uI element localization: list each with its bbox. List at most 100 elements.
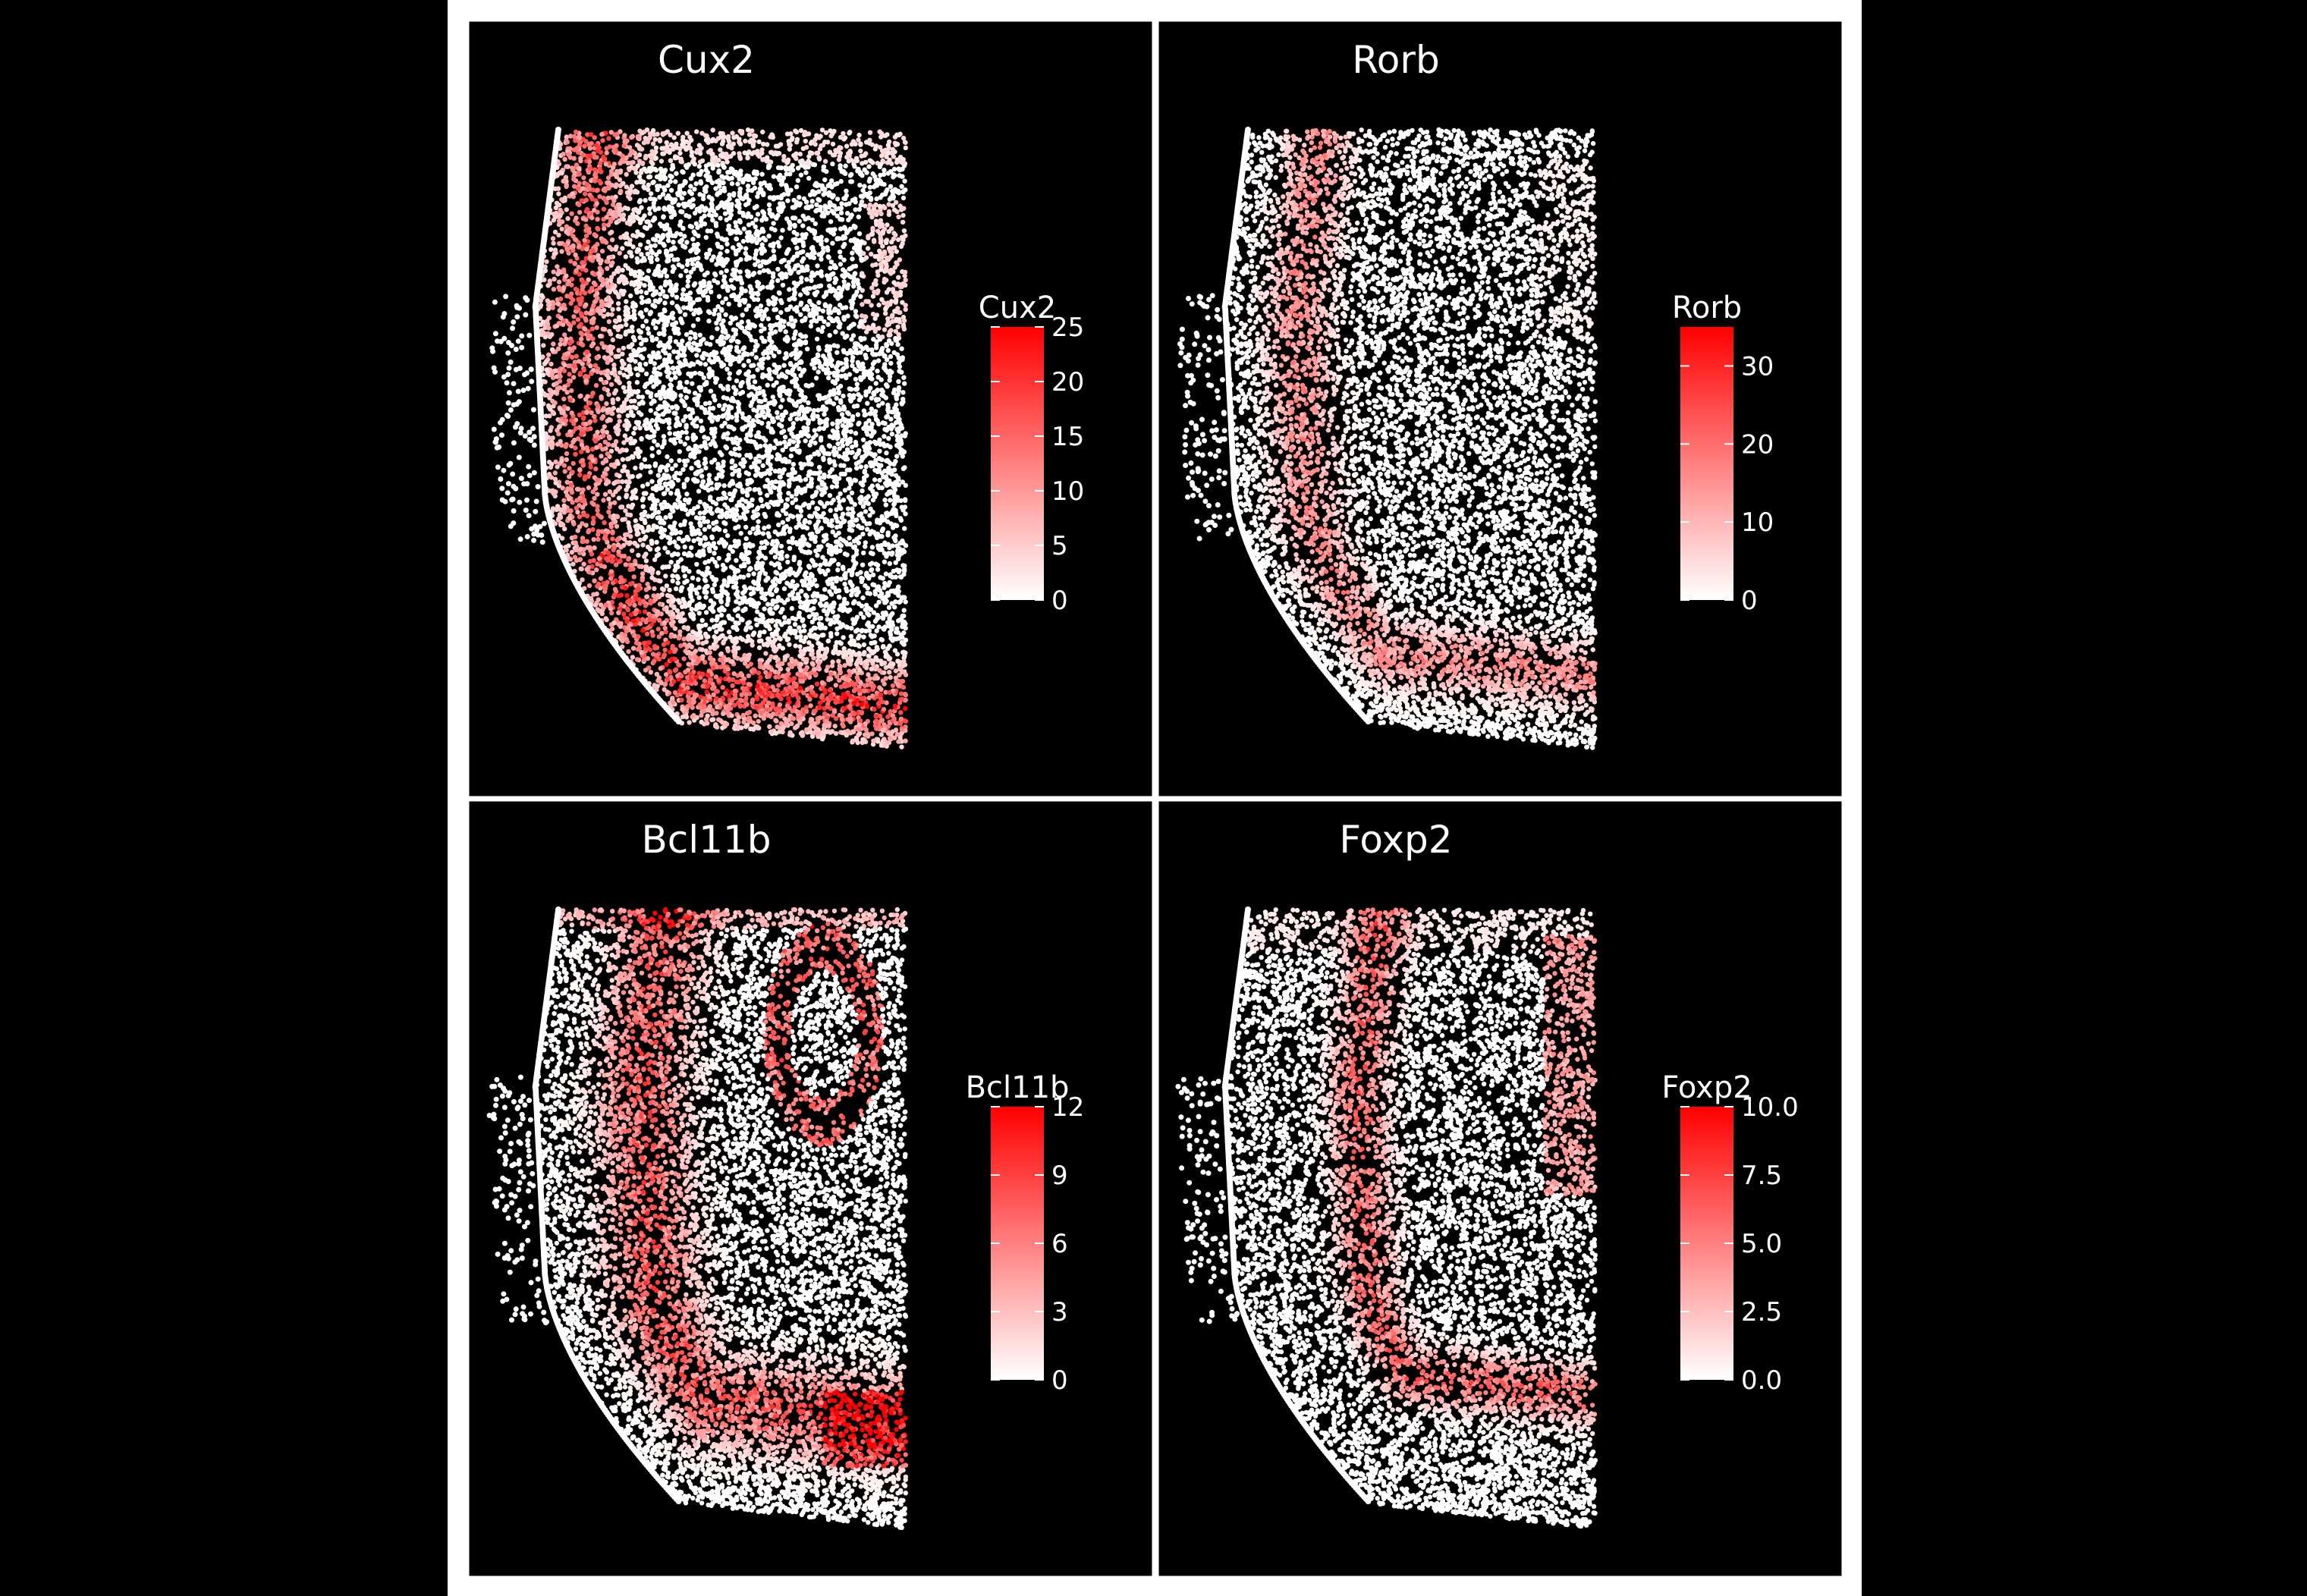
spot [625, 206, 630, 211]
spot [870, 545, 875, 549]
spot [804, 595, 809, 599]
spot [878, 687, 883, 692]
spot [707, 310, 712, 315]
spot [800, 223, 805, 228]
spot [555, 464, 559, 469]
spot [646, 482, 650, 486]
spot [655, 257, 659, 262]
spot [894, 329, 898, 334]
spot [633, 170, 638, 174]
spot [684, 425, 688, 429]
spot [645, 632, 649, 636]
spot [558, 513, 562, 517]
spot [870, 366, 875, 370]
spot [624, 299, 628, 303]
spot [819, 438, 823, 442]
spot [719, 270, 724, 275]
spot [745, 156, 750, 160]
spot [876, 303, 881, 307]
spot [674, 171, 678, 176]
spot [743, 525, 748, 529]
spot [706, 170, 710, 174]
spot [841, 463, 846, 468]
spot [808, 703, 812, 708]
spot [718, 215, 722, 220]
spot [655, 570, 660, 575]
spot [762, 512, 767, 517]
spot [841, 331, 845, 335]
spot [583, 375, 587, 379]
spot [682, 191, 687, 196]
spot [643, 535, 648, 539]
spot [835, 344, 840, 348]
spot [691, 323, 696, 328]
spot [727, 376, 731, 381]
spot [596, 582, 601, 586]
spot [710, 617, 715, 622]
spot [813, 563, 818, 567]
spot [564, 457, 569, 462]
spot [877, 478, 882, 482]
spot [899, 745, 904, 749]
spot [887, 670, 891, 674]
spot [790, 579, 795, 583]
panel-cux2: Cux2Cux20510152025 [467, 20, 1154, 798]
spot [624, 488, 628, 492]
spot [602, 345, 606, 350]
spot [571, 314, 576, 319]
spot [647, 206, 652, 211]
spot [838, 262, 843, 266]
spot [841, 635, 845, 639]
spot [633, 592, 638, 596]
spot [676, 131, 680, 136]
spot [636, 372, 640, 377]
spot [890, 432, 894, 436]
spot [887, 605, 891, 610]
spot [756, 719, 761, 724]
spot [665, 454, 669, 459]
spot [709, 486, 714, 491]
spot [847, 467, 852, 472]
spot [650, 338, 655, 342]
spot [752, 630, 756, 635]
spot [680, 292, 685, 297]
spot [643, 225, 647, 230]
spot [806, 176, 811, 181]
spot [589, 596, 593, 601]
spot [662, 620, 667, 625]
spot [760, 130, 765, 134]
spot [696, 317, 700, 322]
spot [665, 640, 670, 645]
spot [872, 184, 876, 189]
spot [762, 607, 766, 611]
spot [845, 410, 850, 415]
spot [671, 240, 675, 244]
spot [670, 696, 674, 700]
spot [761, 389, 765, 394]
spot [772, 249, 776, 253]
spot [707, 473, 712, 477]
spot [662, 326, 666, 331]
spot [847, 536, 851, 540]
spot [716, 717, 721, 721]
spot [617, 413, 621, 418]
spot [848, 173, 853, 178]
spot [584, 410, 589, 414]
spot [684, 492, 689, 496]
spot [816, 393, 820, 397]
spot [665, 677, 670, 681]
spot [623, 263, 627, 268]
spot [601, 498, 605, 502]
spot [606, 175, 611, 180]
spot [610, 307, 614, 312]
spot [689, 205, 693, 209]
spot [567, 341, 572, 345]
spot [658, 372, 662, 376]
spot [714, 262, 718, 266]
spot [853, 207, 857, 212]
spot [884, 571, 888, 576]
spot [856, 137, 860, 142]
spot [753, 217, 758, 221]
spot [690, 576, 695, 580]
spot [787, 441, 791, 446]
